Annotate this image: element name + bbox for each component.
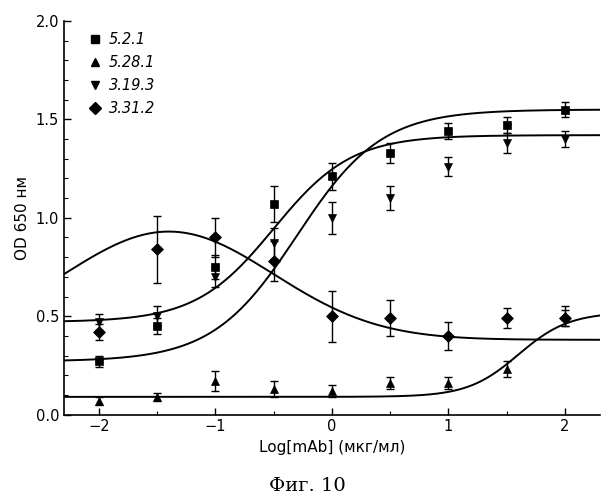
Y-axis label: OD 650 нм: OD 650 нм: [15, 176, 30, 260]
X-axis label: Log[mAb] (мкг/мл): Log[mAb] (мкг/мл): [259, 440, 405, 455]
Legend: 5.2.1, 5.28.1, 3.19.3, 3.31.2: 5.2.1, 5.28.1, 3.19.3, 3.31.2: [87, 32, 156, 116]
Text: Фиг. 10: Фиг. 10: [269, 477, 346, 495]
